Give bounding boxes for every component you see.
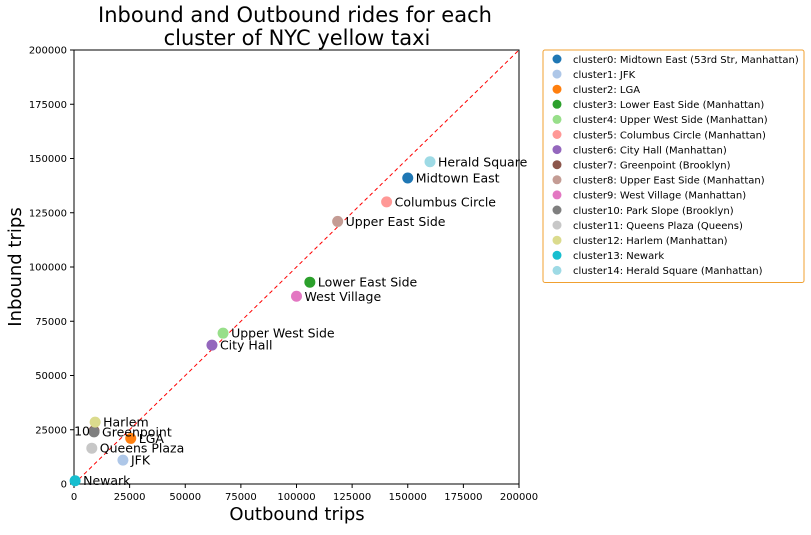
legend-entry-cluster11: cluster11: Queens Plaza (Queens)	[573, 221, 743, 232]
legend-marker-cluster11	[552, 220, 562, 230]
legend-frame	[542, 49, 805, 283]
reference-diagonal-line	[73, 49, 520, 485]
y-tick-label: 75000	[35, 317, 67, 328]
data-point-cluster11	[86, 442, 98, 454]
data-point-cluster2	[125, 432, 137, 444]
x-tick-label: 0	[71, 492, 77, 503]
point-annotation: 10	[74, 423, 90, 438]
data-point-cluster13	[69, 475, 81, 487]
y-tick-label: 25000	[35, 425, 67, 436]
data-point-cluster10	[88, 426, 100, 438]
point-label-cluster5: Columbus Circle	[395, 194, 497, 209]
legend-marker-cluster0	[552, 54, 562, 64]
legend-marker-cluster14	[552, 265, 562, 275]
legend-marker-cluster3	[552, 99, 562, 109]
y-tick-label: 175000	[29, 100, 67, 111]
data-point-cluster8	[332, 215, 344, 227]
x-tick-label: 200000	[500, 492, 538, 503]
data-point-cluster4	[217, 327, 229, 339]
point-label-cluster8: Upper East Side	[346, 214, 446, 229]
y-tick-label: 50000	[35, 371, 67, 382]
point-label-cluster6: City Hall	[220, 338, 272, 353]
y-tick-label: 0	[61, 480, 67, 491]
point-label-cluster11: Queens Plaza	[100, 441, 184, 456]
legend-entry-cluster1: cluster1: JFK	[573, 70, 636, 81]
legend-entry-cluster7: cluster7: Greenpoint (Brooklyn)	[573, 161, 731, 172]
x-tick-label: 75000	[225, 492, 257, 503]
legend-marker-cluster2	[552, 84, 562, 94]
point-label-cluster3: Lower East Side	[318, 275, 418, 290]
x-tick-label: 150000	[389, 492, 427, 503]
legend-entry-cluster12: cluster12: Harlem (Manhattan)	[573, 236, 728, 247]
point-label-cluster10: Greenpoint	[102, 424, 172, 439]
data-point-cluster9	[291, 290, 302, 302]
legend-marker-cluster7	[552, 160, 562, 170]
legend-marker-cluster8	[552, 175, 562, 185]
data-point-cluster1	[117, 454, 129, 466]
x-tick-label: 100000	[277, 492, 315, 503]
legend-entry-cluster0: cluster0: Midtown East (53rd Str, Manhat…	[573, 55, 799, 66]
legend-marker-cluster10	[552, 205, 562, 215]
point-label-cluster14: Herald Square	[438, 154, 528, 169]
plot-area: 0 25000 50000 75000 100000 125000 150000 175000…	[29, 46, 538, 504]
point-label-cluster0: Midtown East	[416, 171, 500, 186]
legend-entry-cluster13: cluster13: Newark	[573, 251, 664, 262]
point-label-cluster4: Upper West Side	[231, 326, 335, 341]
y-tick-label: 125000	[29, 208, 67, 219]
legend-entry-cluster5: cluster5: Columbus Circle (Manhattan)	[573, 130, 766, 141]
y-tick-label: 200000	[29, 46, 67, 57]
data-point-cluster12	[89, 416, 101, 428]
legend-marker-cluster4	[552, 114, 562, 124]
legend-entry-cluster3: cluster3: Lower East Side (Manhattan)	[573, 100, 764, 111]
legend-marker-cluster12	[552, 235, 562, 245]
data-point-cluster3	[304, 276, 316, 288]
y-tick-label: 150000	[29, 154, 67, 165]
legend: cluster0: Midtown East (53rd Str, Manhat…	[542, 49, 805, 283]
y-axis-label: Inbound trips	[5, 207, 26, 326]
x-tick-label: 175000	[444, 492, 482, 503]
legend-marker-cluster5	[552, 130, 562, 139]
data-point-cluster5	[381, 196, 393, 208]
chart-title-line-1: Inbound and Outbound rides for each	[98, 3, 492, 27]
point-label-cluster1: JFK	[130, 453, 151, 468]
y-tick-label: 100000	[29, 263, 67, 274]
legend-marker-cluster9	[552, 190, 562, 200]
legend-entry-cluster4: cluster4: Upper West Side (Manhattan)	[573, 115, 768, 126]
legend-entry-cluster2: cluster2: LGA	[573, 85, 640, 96]
point-label-cluster12: Harlem	[103, 415, 149, 430]
point-label-cluster2: LGA	[139, 431, 165, 446]
legend-entry-cluster8: cluster8: Upper East Side (Manhattan)	[573, 176, 765, 187]
legend-entry-cluster9: cluster9: West Village (Manhattan)	[573, 191, 746, 202]
legend-marker-cluster6	[552, 145, 562, 155]
data-point-cluster14	[424, 156, 436, 168]
data-point-cluster0	[402, 172, 414, 184]
point-label-cluster13: Newark	[83, 473, 131, 488]
x-tick-label: 125000	[333, 492, 371, 503]
legend-entry-cluster6: cluster6: City Hall (Manhattan)	[573, 145, 727, 156]
chart-title-line-2: cluster of NYC yellow taxi	[164, 26, 431, 50]
legend-entry-cluster10: cluster10: Park Slope (Brooklyn)	[573, 206, 734, 217]
legend-entry-cluster14: cluster14: Herald Square (Manhattan)	[573, 266, 763, 277]
x-tick-label: 50000	[169, 492, 201, 503]
data-point-cluster6	[206, 339, 218, 351]
legend-marker-cluster1	[552, 69, 562, 79]
legend-marker-cluster13	[552, 250, 562, 260]
x-tick-label: 25000	[114, 492, 146, 503]
point-label-cluster9: West Village	[305, 289, 382, 304]
x-axis-label: Outbound trips	[229, 504, 364, 525]
